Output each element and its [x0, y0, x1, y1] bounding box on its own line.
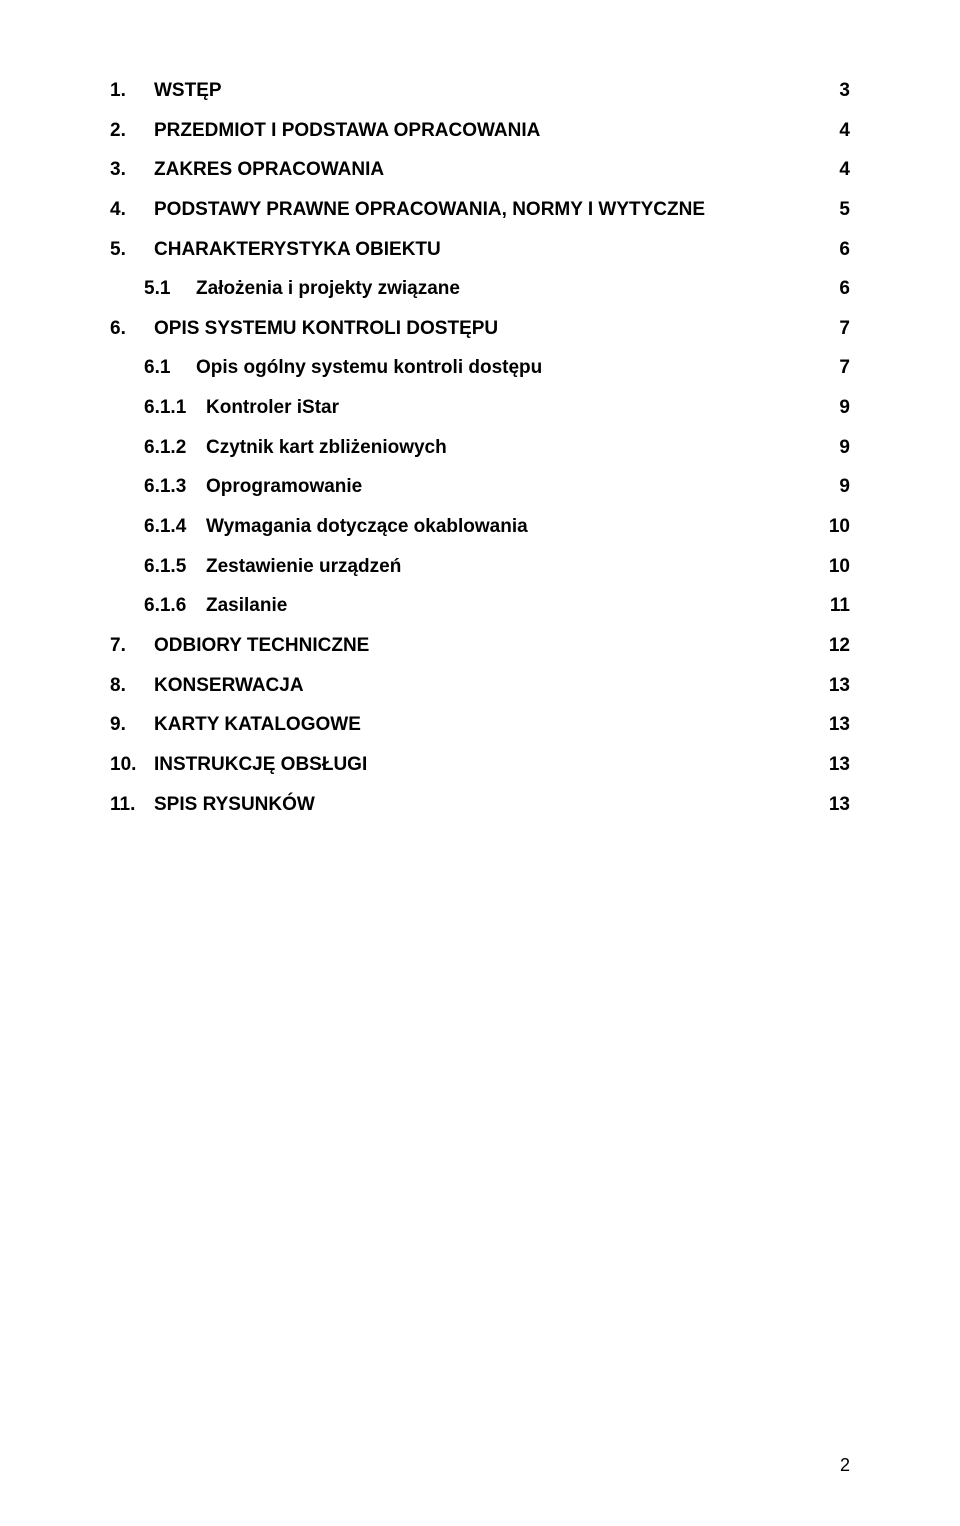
toc-entry-left: 10.INSTRUKCJĘ OBSŁUGI: [110, 752, 367, 778]
toc-entry-page: 12: [820, 633, 850, 659]
toc-entry-label: Zestawienie urządzeń: [206, 554, 401, 580]
toc-entry-left: 6.1.5Zestawienie urządzeń: [144, 554, 401, 580]
table-of-contents: 1.WSTĘP 3 2.PRZEDMIOT I PODSTAWA OPRACOWAN…: [110, 78, 850, 817]
toc-entry-left: 5.CHARAKTERYSTYKA OBIEKTU: [110, 237, 441, 263]
toc-entry-label: PRZEDMIOT I PODSTAWA OPRACOWANIA: [154, 118, 540, 144]
toc-entry-number: 9.: [110, 712, 154, 738]
toc-entry-page: 9: [820, 474, 850, 500]
toc-entry: 6.OPIS SYSTEMU KONTROLI DOSTĘPU 7: [110, 316, 850, 342]
toc-entry-left: 6.OPIS SYSTEMU KONTROLI DOSTĘPU: [110, 316, 498, 342]
toc-entry-left: 6.1.2Czytnik kart zbliżeniowych: [144, 435, 447, 461]
toc-entry-page: 7: [820, 355, 850, 381]
toc-entry-label: ZAKRES OPRACOWANIA: [154, 157, 384, 183]
toc-entry-left: 7.ODBIORY TECHNICZNE: [110, 633, 369, 659]
toc-entry: 11.SPIS RYSUNKÓW 13: [110, 792, 850, 818]
toc-entry-number: 6.1.2: [144, 435, 206, 461]
toc-entry-left: 1.WSTĘP: [110, 78, 222, 104]
toc-entry-left: 6.1Opis ogólny systemu kontroli dostępu: [144, 355, 542, 381]
toc-entry-number: 5.1: [144, 276, 196, 302]
toc-entry-page: 11: [820, 593, 850, 619]
toc-entry-number: 6.1.3: [144, 474, 206, 500]
toc-entry-number: 6.1.6: [144, 593, 206, 619]
toc-entry-left: 4.PODSTAWY PRAWNE OPRACOWANIA, NORMY I W…: [110, 197, 705, 223]
toc-entry: 5.CHARAKTERYSTYKA OBIEKTU 6: [110, 237, 850, 263]
toc-entry-number: 8.: [110, 673, 154, 699]
toc-entry-number: 5.: [110, 237, 154, 263]
toc-entry-page: 13: [820, 752, 850, 778]
toc-entry: 6.1.4Wymagania dotyczące okablowania 10: [110, 514, 850, 540]
toc-entry-label: WSTĘP: [154, 78, 222, 104]
document-page: 1.WSTĘP 3 2.PRZEDMIOT I PODSTAWA OPRACOWAN…: [0, 0, 960, 1526]
toc-entry-page: 6: [820, 237, 850, 263]
toc-entry-page: 7: [820, 316, 850, 342]
toc-entry-label: CHARAKTERYSTYKA OBIEKTU: [154, 237, 441, 263]
toc-entry: 7.ODBIORY TECHNICZNE 12: [110, 633, 850, 659]
toc-entry: 1.WSTĘP 3: [110, 78, 850, 104]
toc-entry: 4.PODSTAWY PRAWNE OPRACOWANIA, NORMY I W…: [110, 197, 850, 223]
toc-entry-left: 5.1Założenia i projekty związane: [144, 276, 460, 302]
toc-entry-page: 13: [820, 712, 850, 738]
toc-entry-left: 8.KONSERWACJA: [110, 673, 304, 699]
toc-entry-label: PODSTAWY PRAWNE OPRACOWANIA, NORMY I WYT…: [154, 197, 705, 223]
toc-entry-label: Zasilanie: [206, 593, 287, 619]
toc-entry: 3.ZAKRES OPRACOWANIA 4: [110, 157, 850, 183]
toc-entry: 9.KARTY KATALOGOWE 13: [110, 712, 850, 738]
toc-entry-page: 5: [820, 197, 850, 223]
toc-entry-left: 9.KARTY KATALOGOWE: [110, 712, 361, 738]
toc-entry: 6.1.6Zasilanie 11: [110, 593, 850, 619]
toc-entry-page: 6: [820, 276, 850, 302]
toc-entry-number: 4.: [110, 197, 154, 223]
toc-entry-label: KARTY KATALOGOWE: [154, 712, 361, 738]
toc-entry-left: 6.1.4Wymagania dotyczące okablowania: [144, 514, 528, 540]
toc-entry-left: 6.1.3Oprogramowanie: [144, 474, 362, 500]
toc-entry: 6.1Opis ogólny systemu kontroli dostępu 7: [110, 355, 850, 381]
toc-entry-left: 6.1.1Kontroler iStar: [144, 395, 339, 421]
toc-entry-label: OPIS SYSTEMU KONTROLI DOSTĘPU: [154, 316, 498, 342]
toc-entry-number: 6.1.1: [144, 395, 206, 421]
toc-entry-label: Czytnik kart zbliżeniowych: [206, 435, 447, 461]
toc-entry-left: 11.SPIS RYSUNKÓW: [110, 792, 315, 818]
toc-entry-label: Opis ogólny systemu kontroli dostępu: [196, 355, 542, 381]
toc-entry-number: 10.: [110, 752, 154, 778]
toc-entry-left: 6.1.6Zasilanie: [144, 593, 287, 619]
toc-entry: 6.1.2Czytnik kart zbliżeniowych 9: [110, 435, 850, 461]
toc-entry-page: 10: [820, 554, 850, 580]
toc-entry-page: 13: [820, 792, 850, 818]
toc-entry-label: SPIS RYSUNKÓW: [154, 792, 315, 818]
toc-entry-label: Kontroler iStar: [206, 395, 339, 421]
toc-entry-label: ODBIORY TECHNICZNE: [154, 633, 369, 659]
toc-entry: 6.1.5Zestawienie urządzeń 10: [110, 554, 850, 580]
toc-entry-label: KONSERWACJA: [154, 673, 304, 699]
toc-entry-number: 3.: [110, 157, 154, 183]
toc-entry-number: 1.: [110, 78, 154, 104]
toc-entry-page: 9: [820, 395, 850, 421]
toc-entry: 8.KONSERWACJA 13: [110, 673, 850, 699]
toc-entry: 10.INSTRUKCJĘ OBSŁUGI 13: [110, 752, 850, 778]
toc-entry: 6.1.1Kontroler iStar 9: [110, 395, 850, 421]
toc-entry-label: INSTRUKCJĘ OBSŁUGI: [154, 752, 367, 778]
toc-entry-number: 6.1: [144, 355, 196, 381]
toc-entry-page: 4: [820, 118, 850, 144]
toc-entry-page: 3: [820, 78, 850, 104]
toc-entry-page: 9: [820, 435, 850, 461]
toc-entry-label: Oprogramowanie: [206, 474, 362, 500]
toc-entry-number: 6.1.4: [144, 514, 206, 540]
toc-entry: 6.1.3Oprogramowanie 9: [110, 474, 850, 500]
toc-entry-number: 11.: [110, 792, 154, 818]
page-number: 2: [840, 1455, 850, 1476]
toc-entry-number: 7.: [110, 633, 154, 659]
toc-entry: 5.1Założenia i projekty związane 6: [110, 276, 850, 302]
toc-entry: 2.PRZEDMIOT I PODSTAWA OPRACOWANIA 4: [110, 118, 850, 144]
toc-entry-page: 10: [820, 514, 850, 540]
toc-entry-page: 13: [820, 673, 850, 699]
toc-entry-left: 2.PRZEDMIOT I PODSTAWA OPRACOWANIA: [110, 118, 540, 144]
toc-entry-label: Wymagania dotyczące okablowania: [206, 514, 528, 540]
toc-entry-number: 2.: [110, 118, 154, 144]
toc-entry-page: 4: [820, 157, 850, 183]
toc-entry-label: Założenia i projekty związane: [196, 276, 460, 302]
toc-entry-left: 3.ZAKRES OPRACOWANIA: [110, 157, 384, 183]
toc-entry-number: 6.: [110, 316, 154, 342]
toc-entry-number: 6.1.5: [144, 554, 206, 580]
